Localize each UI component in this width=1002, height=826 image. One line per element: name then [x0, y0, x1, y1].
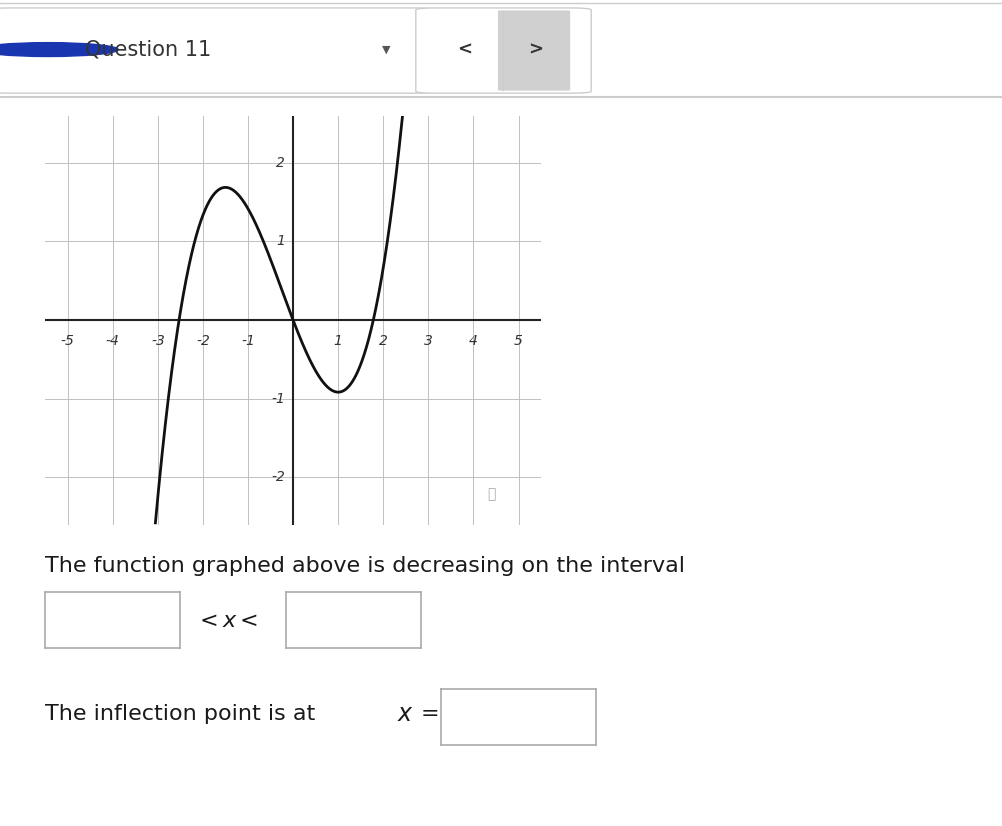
Text: -5: -5	[61, 335, 74, 349]
Text: The inflection point is at: The inflection point is at	[45, 705, 323, 724]
Text: -2: -2	[272, 470, 285, 484]
Text: -1: -1	[241, 335, 255, 349]
Text: 2: 2	[277, 156, 285, 170]
Circle shape	[0, 43, 118, 56]
Text: =: =	[421, 705, 440, 724]
FancyBboxPatch shape	[498, 11, 570, 91]
Text: >: >	[529, 40, 543, 59]
Text: 2: 2	[379, 335, 388, 349]
Text: 🔍: 🔍	[487, 487, 495, 501]
Text: The function graphed above is decreasing on the interval: The function graphed above is decreasing…	[45, 556, 685, 576]
Text: -1: -1	[272, 392, 285, 406]
FancyBboxPatch shape	[432, 11, 504, 91]
Text: $< x <$: $< x <$	[195, 611, 259, 631]
Text: 5: 5	[514, 335, 523, 349]
Text: -4: -4	[106, 335, 119, 349]
Text: $x$: $x$	[397, 702, 414, 727]
Text: 1: 1	[334, 335, 343, 349]
Text: 1: 1	[277, 235, 285, 249]
Text: -2: -2	[196, 335, 209, 349]
Text: <: <	[458, 40, 472, 59]
Text: 4: 4	[469, 335, 478, 349]
FancyBboxPatch shape	[416, 8, 591, 93]
Text: Question 11: Question 11	[85, 40, 211, 59]
Text: ▼: ▼	[382, 45, 390, 55]
FancyBboxPatch shape	[0, 8, 436, 93]
Text: 3: 3	[424, 335, 433, 349]
Text: -3: -3	[151, 335, 164, 349]
